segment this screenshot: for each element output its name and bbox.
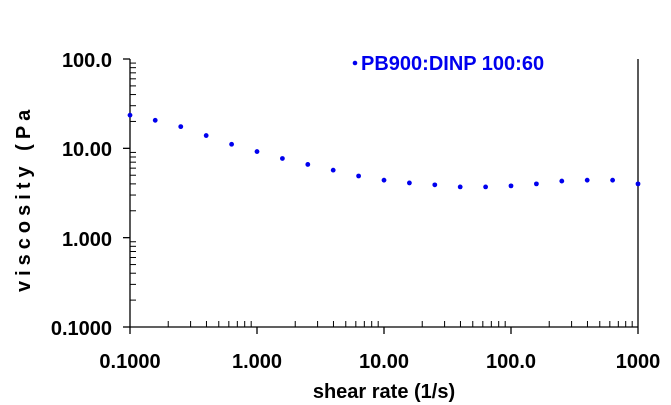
legend-marker <box>352 60 358 66</box>
data-point <box>178 124 184 130</box>
data-point <box>483 184 489 190</box>
x-tick-label: 0.1000 <box>99 351 160 373</box>
data-point <box>280 156 285 161</box>
data-point <box>534 181 539 187</box>
data-point <box>381 177 387 183</box>
data-points <box>127 112 641 190</box>
y-axis-label: viscosity (Pa <box>13 105 35 292</box>
data-point <box>559 178 565 184</box>
data-point <box>356 173 362 179</box>
x-tick-label: 10.00 <box>359 351 409 373</box>
y-tick-label: 1.000 <box>62 229 112 251</box>
y-tick-label: 0.1000 <box>51 318 112 340</box>
data-point <box>432 182 438 188</box>
data-point <box>457 184 463 190</box>
legend-label: PB900:DINP 100:60 <box>361 53 544 75</box>
legend: PB900:DINP 100:60 <box>352 53 544 75</box>
data-point <box>127 112 133 118</box>
data-point <box>254 149 260 154</box>
x-tick-label: 100.0 <box>486 351 536 373</box>
x-tick-label: 1.000 <box>232 351 282 373</box>
data-point <box>407 180 412 186</box>
axes <box>129 59 639 328</box>
ticks <box>123 58 639 334</box>
x-axis-label: shear rate (1/s) <box>313 381 455 403</box>
data-point <box>330 167 336 173</box>
data-point <box>610 177 616 183</box>
data-point <box>203 133 209 138</box>
x-tick-label: 1000 <box>616 351 661 373</box>
data-point <box>152 117 158 123</box>
data-point <box>584 177 590 183</box>
data-point <box>508 183 514 189</box>
y-tick-label: 100.0 <box>62 50 112 72</box>
y-tick-label: 10.00 <box>62 139 112 161</box>
data-point <box>305 162 311 167</box>
data-point <box>229 141 235 147</box>
data-point <box>635 181 641 187</box>
